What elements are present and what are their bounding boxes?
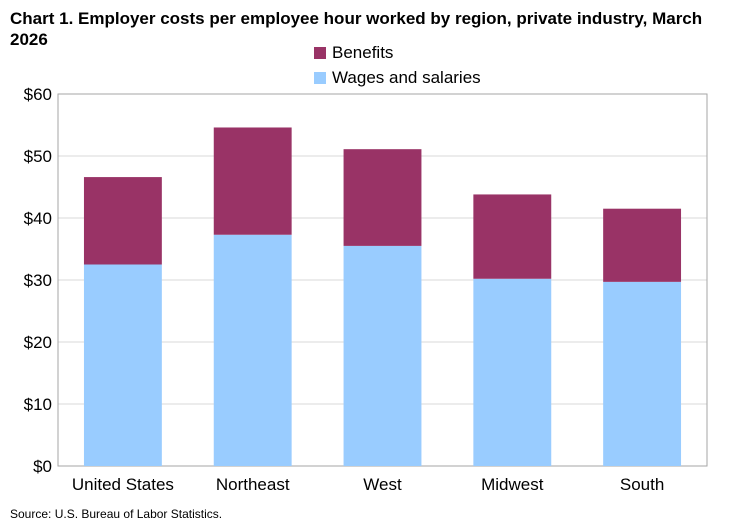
y-tick-label: $50 (24, 147, 52, 166)
bar-wages-salaries (473, 278, 552, 466)
y-tick-label: $0 (33, 457, 52, 476)
bar-benefits (83, 177, 162, 265)
bar-benefits (213, 127, 292, 235)
y-tick-label: $60 (24, 85, 52, 104)
bar-benefits (473, 194, 552, 279)
y-tick-label: $30 (24, 271, 52, 290)
legend-label-wages: Wages and salaries (332, 67, 481, 87)
x-tick-label: Midwest (481, 475, 544, 494)
x-tick-label: West (363, 475, 402, 494)
source-note: Source: U.S. Bureau of Labor Statistics. (10, 507, 223, 521)
x-tick-label: Northeast (216, 475, 290, 494)
legend-swatch-benefits (314, 46, 326, 59)
chart-title: Chart 1. Employer costs per employee hou… (10, 9, 703, 49)
bar-wages-salaries (213, 234, 292, 466)
legend-item-wages: Wages and salaries (314, 65, 481, 90)
bar-benefits (343, 149, 422, 246)
y-tick-label: $10 (24, 395, 52, 414)
y-tick-label: $40 (24, 209, 52, 228)
x-tick-label: South (620, 475, 664, 494)
bar-wages-salaries (603, 281, 682, 466)
bar-benefits (603, 208, 682, 282)
legend-item-benefits: Benefits (314, 40, 481, 65)
legend: Benefits Wages and salaries (314, 40, 481, 90)
bar-wages-salaries (343, 245, 422, 466)
y-tick-label: $20 (24, 333, 52, 352)
legend-swatch-wages (314, 71, 326, 84)
bar-wages-salaries (83, 264, 162, 466)
legend-label-benefits: Benefits (332, 42, 394, 62)
x-tick-label: United States (72, 475, 174, 494)
